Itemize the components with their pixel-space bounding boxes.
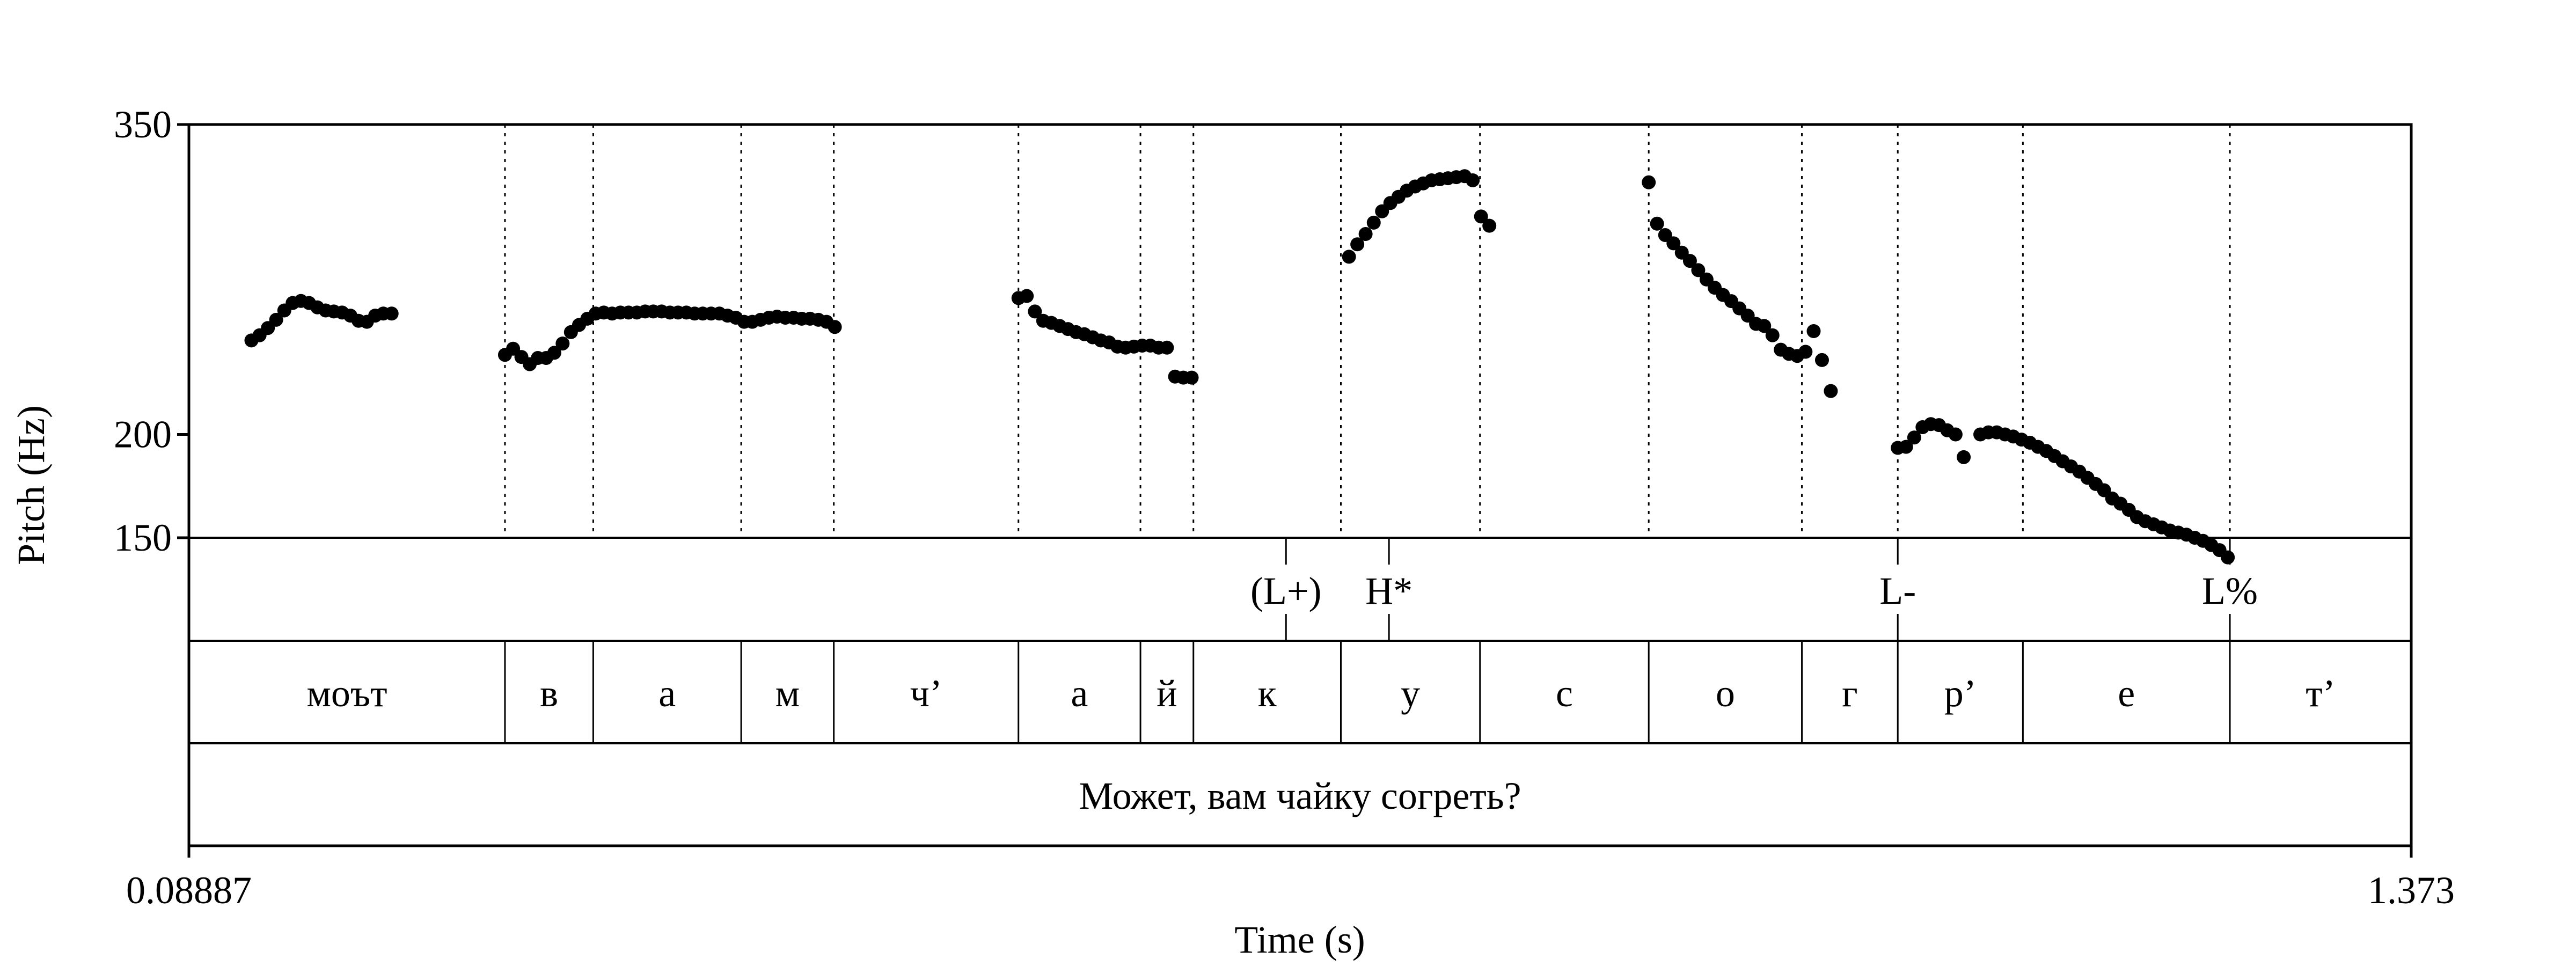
segment-label-11: г [1842,672,1858,715]
y-tick-label-1: 200 [114,413,172,456]
pitch-point-4-1 [1650,216,1664,231]
pitch-point-5-3 [1907,430,1921,445]
segment-label-5: а [1071,672,1088,715]
pitch-point-1-6 [547,346,561,360]
pitch-point-2-2 [1028,304,1042,319]
tone-label-3: L% [2202,569,2258,612]
segment-label-0: моът [306,672,387,715]
sentence-text: Может, вам чайку согреть? [1079,774,1521,817]
segment-label-4: ч’ [910,672,942,715]
pitch-point-3-17 [1482,218,1497,233]
pitch-points [244,169,2235,565]
tone-label-2: L- [1879,569,1916,612]
pitch-point-3-15 [1466,173,1480,187]
pitch-point-3-2 [1358,227,1373,241]
tone-label-0: (L+) [1250,569,1322,612]
pitch-point-4-5 [1682,254,1697,268]
pitch-point-3-0 [1342,250,1356,264]
pitch-point-1-7 [555,336,570,351]
x-tick-label-start: 0.08887 [126,869,252,912]
pitch-point-3-16 [1474,209,1488,224]
pitch-point-5-2 [1899,440,1913,454]
segment-label-13: е [2118,672,2135,715]
segment-label-1: в [540,672,558,715]
pitch-point-5-0 [1824,384,1838,398]
pitch-point-2-18 [1160,340,1174,355]
plot-frame [187,123,2413,847]
tone-label-1: H* [1365,569,1413,612]
segment-label-14: т’ [2306,672,2335,715]
pitch-point-4-20 [1806,324,1821,338]
axis-ticks [177,123,2413,858]
pitch-point-4-15 [1765,328,1780,342]
annotation-tiers: моът в а м ч’ а й к у с о г р’ е т’ (L+) H* L- L% Может, ва… [189,537,2411,817]
pitch-point-3-1 [1350,237,1365,252]
pitch-point-3-3 [1366,215,1381,230]
segment-label-6: й [1157,672,1177,715]
pitch-point-5-8 [1948,427,1963,442]
x-tick-label-end: 1.373 [2368,869,2455,912]
x-axis-title: Time (s) [1234,918,1365,961]
pitch-point-1-40 [828,320,842,334]
segment-label-10: о [1716,672,1735,715]
segment-label-7: к [1258,672,1277,715]
y-tick-label-0: 150 [114,516,172,559]
pitch-point-4-21 [1814,353,1829,367]
pitch-point-4-6 [1691,263,1706,277]
segment-label-8: у [1401,672,1420,715]
pitch-point-0-3 [269,312,283,327]
pitch-point-5-40 [2221,550,2235,565]
y-tick-label-2: 350 [114,103,172,146]
pitch-point-4-14 [1757,319,1772,333]
y-axis-title: Pitch (Hz) [10,405,53,565]
pitch-point-4-0 [1642,175,1656,189]
pitch-point-2-21 [1184,370,1199,385]
pitch-point-4-3 [1666,236,1681,251]
pitch-point-5-9 [1957,450,1971,464]
segment-boundary-guides [504,125,2231,538]
segment-label-2: а [658,672,676,715]
pitch-point-0-17 [384,306,399,321]
pitch-point-4-19 [1798,345,1813,359]
segment-label-12: р’ [1944,672,1977,715]
pitch-point-2-1 [1020,289,1034,303]
segment-label-3: м [775,672,800,715]
segment-label-9: с [1556,672,1573,715]
axis-labels: Pitch (Hz) Time (s) 0.08887 1.373 150 200… [10,103,2455,961]
